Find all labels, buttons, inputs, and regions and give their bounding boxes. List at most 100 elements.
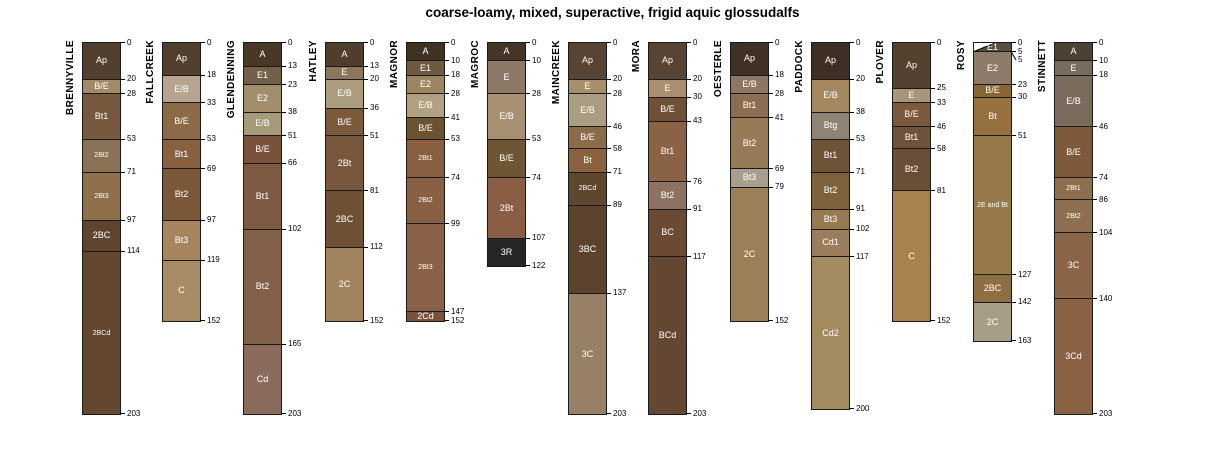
depth-tick-label: 33 xyxy=(937,97,946,107)
horizon-oesterle-bt1: Bt1 xyxy=(731,94,768,119)
depth-tick-label: 18 xyxy=(451,70,460,80)
horizon-label: B/E xyxy=(499,153,514,164)
depth-tick xyxy=(1092,177,1097,179)
depth-tick xyxy=(1092,232,1097,234)
horizon-paddock-bt3: Bt3 xyxy=(812,209,849,230)
depth-tick-label: 20 xyxy=(613,74,622,84)
depth-tick-label: 200 xyxy=(856,403,870,413)
depth-tick-label: 203 xyxy=(288,408,302,418)
depth-tick-label: 66 xyxy=(288,158,297,168)
depth-tick xyxy=(363,320,368,322)
depth-tick-label: 0 xyxy=(1018,37,1023,47)
horizon-maincreek-ap: Ap xyxy=(569,43,606,80)
horizon-label: Bt1 xyxy=(94,111,109,122)
depth-tick-label: 137 xyxy=(613,288,627,298)
horizon-paddock-cd1: Cd1 xyxy=(812,229,849,258)
depth-tick-label: 74 xyxy=(451,172,460,182)
depth-tick xyxy=(281,84,286,86)
horizon-hatley-e: E xyxy=(326,66,363,80)
horizon-magroc-e: E xyxy=(488,61,525,95)
depth-tick xyxy=(120,138,125,140)
horizon-label: 2Bt2 xyxy=(94,152,109,160)
depth-tick-label: 86 xyxy=(1099,194,1108,204)
depth-tick-label: 18 xyxy=(775,70,784,80)
depth-tick xyxy=(281,228,286,230)
horizon-fallcreek-bt2: Bt2 xyxy=(163,169,200,221)
depth-tick xyxy=(849,228,854,230)
depth-tick xyxy=(281,162,286,164)
depth-tick-label: 76 xyxy=(693,176,702,186)
horizon-glendenning-eb: E/B xyxy=(244,112,281,137)
horizon-mora-e: E xyxy=(649,79,686,98)
horizon-magroc-eb: E/B xyxy=(488,94,525,140)
depth-tick-label: 0 xyxy=(451,37,456,47)
depth-tick xyxy=(686,96,691,98)
horizon-oesterle-bt2: Bt2 xyxy=(731,118,768,170)
profile-column-fallcreek: Ap E/B B/E Bt1 Bt2 Bt3 C xyxy=(162,42,201,323)
horizon-label: A xyxy=(341,48,348,59)
horizon-label: Ap xyxy=(175,53,187,64)
series-name-plover: PLOVER xyxy=(875,40,886,84)
depth-tick-label: 152 xyxy=(370,315,384,325)
depth-tick-label: 203 xyxy=(613,408,627,418)
horizon-label: E xyxy=(341,67,348,78)
horizon-label: 2Bt3 xyxy=(94,192,109,200)
depth-tick xyxy=(1011,135,1016,137)
depth-tick xyxy=(200,219,205,221)
depth-tick-label: 53 xyxy=(207,134,216,144)
depth-tick-label: 46 xyxy=(1099,121,1108,131)
horizon-plover-e: E xyxy=(893,88,930,104)
depth-tick-label: 71 xyxy=(613,167,622,177)
horizon-rosy-2c: 2C xyxy=(974,302,1011,342)
horizon-hatley-be: B/E xyxy=(326,108,363,137)
depth-tick-label: 89 xyxy=(613,200,622,210)
horizon-plover-c: C xyxy=(893,191,930,322)
horizon-label: E2 xyxy=(986,62,998,73)
horizon-maincreek-eb: E/B xyxy=(569,94,606,128)
depth-tick-label: 203 xyxy=(1099,408,1113,418)
depth-tick-label: 41 xyxy=(775,112,784,122)
depth-tick xyxy=(606,413,611,415)
depth-tick xyxy=(606,171,611,173)
horizon-oesterle-ap: Ap xyxy=(731,43,768,76)
horizon-label: Bt1 xyxy=(174,148,189,159)
horizon-label: E xyxy=(503,71,510,82)
horizon-label: E/B xyxy=(418,100,433,111)
horizon-label: B/E xyxy=(580,132,595,143)
horizon-paddock-cd2: Cd2 xyxy=(812,257,849,409)
depth-tick xyxy=(930,87,935,89)
horizon-label: Ap xyxy=(661,55,673,66)
horizon-rosy-bt: Bt xyxy=(974,97,1011,137)
horizon-hatley-2c: 2C xyxy=(326,247,363,322)
horizon-fallcreek-ap: Ap xyxy=(163,43,200,76)
depth-tick xyxy=(363,246,368,248)
depth-tick xyxy=(768,186,773,188)
depth-tick-label: 53 xyxy=(451,134,460,144)
series-name-maincreek: MAINCREEK xyxy=(551,40,562,105)
depth-tick xyxy=(200,168,205,170)
series-name-hatley: HATLEY xyxy=(308,40,319,82)
horizon-plover-be: B/E xyxy=(893,103,930,128)
depth-tick-label: 23 xyxy=(1018,79,1027,89)
depth-tick xyxy=(606,148,611,150)
depth-tick-label: 97 xyxy=(207,215,216,224)
horizon-label: 2Bt2 xyxy=(418,197,433,205)
depth-tick xyxy=(200,138,205,140)
horizon-label: Ap xyxy=(824,55,836,66)
horizon-label: Bt2 xyxy=(904,164,919,175)
series-name-oesterle: OESTERLE xyxy=(713,40,724,98)
depth-tick-label: 127 xyxy=(1018,269,1032,279)
horizon-label: 2E and Bt xyxy=(977,201,1008,209)
depth-tick-label: 18 xyxy=(207,70,216,80)
depth-tick-label: 18 xyxy=(1099,70,1108,80)
depth-tick xyxy=(281,135,286,137)
depth-tick-label: 0 xyxy=(127,37,132,47)
horizon-label: E/B xyxy=(174,83,189,94)
horizon-label: E/B xyxy=(499,111,514,122)
horizon-label: B/E xyxy=(418,122,433,133)
series-name-paddock: PADDOCK xyxy=(794,40,805,93)
horizon-magroc-be: B/E xyxy=(488,139,525,179)
depth-tick-label: 53 xyxy=(127,134,136,144)
depth-tick xyxy=(120,171,125,173)
depth-tick xyxy=(363,135,368,137)
